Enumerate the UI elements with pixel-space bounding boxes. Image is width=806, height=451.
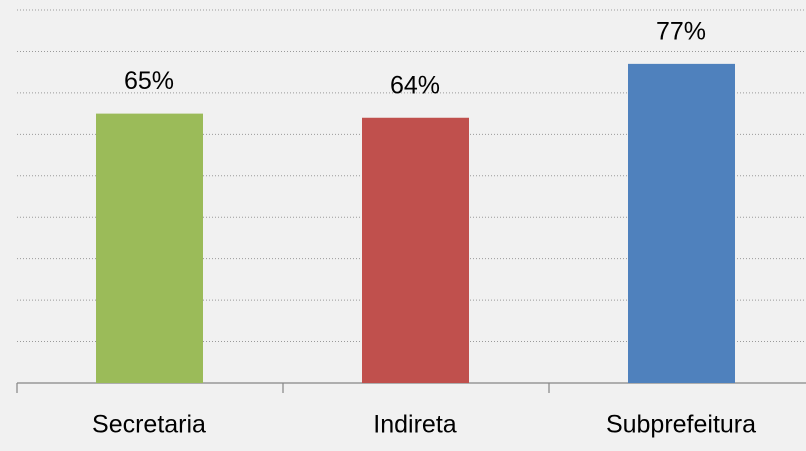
value-label: 77% — [656, 17, 706, 45]
value-label: 64% — [390, 71, 440, 99]
x-tick-label: Subprefeitura — [606, 411, 756, 439]
bar — [628, 63, 735, 383]
x-tick-label: Indireta — [373, 411, 456, 439]
bar — [96, 113, 203, 383]
value-label: 65% — [124, 67, 174, 95]
bar — [362, 117, 469, 383]
x-tick-label: Secretaria — [92, 411, 206, 439]
